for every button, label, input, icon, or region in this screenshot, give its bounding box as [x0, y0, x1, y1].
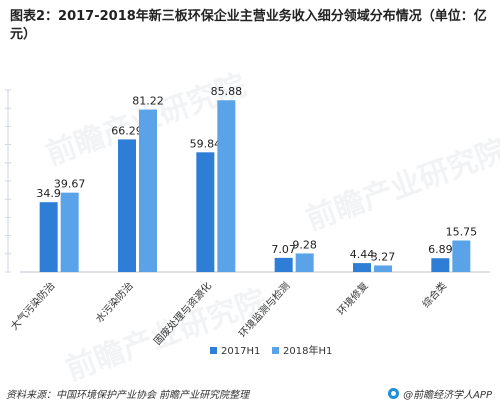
bar-2018年H1-1 [139, 109, 157, 272]
bar-2017H1-0 [39, 202, 58, 272]
bar-2018年H1-5 [452, 240, 471, 272]
data-label: 34.9 [36, 187, 61, 200]
data-label: 81.22 [132, 95, 164, 108]
legend-label: 2017H1 [221, 346, 260, 357]
category-label: 大气污染防治 [8, 279, 58, 332]
bar-2017H1-5 [431, 258, 450, 272]
category-label: 水污染防治 [93, 279, 136, 325]
data-label: 15.75 [446, 226, 478, 239]
qianzhan-logo-icon [388, 388, 400, 399]
footer: 资料来源：中国环境保护产业协会 前瞻产业研究院整理 @前瞻经济学人APP [6, 386, 494, 402]
data-label: 6.89 [428, 243, 453, 256]
category-label: 固废处理与资源化 [151, 279, 214, 347]
category-label: 环境监测与检测 [236, 279, 293, 340]
data-label: 39.67 [54, 178, 86, 191]
data-label: 3.27 [371, 250, 396, 263]
brand-text: @前瞻经济学人APP [403, 390, 492, 401]
bar-2017H1-2 [196, 152, 215, 272]
chart-title: 图表2：2017-2018年新三板环保企业主营业务收入细分领域分布情况（单位：亿… [10, 9, 487, 42]
bar-2017H1-4 [353, 263, 371, 272]
data-label: 85.88 [211, 85, 243, 98]
category-label: 环境修复 [334, 279, 370, 317]
data-label: 7.07 [271, 243, 296, 256]
bar-chart: 34.939.67 大气污染防治 66.29 81.22 水污染防治 59.84 85.88… [5, 85, 490, 357]
legend-label: 2018年H1 [283, 344, 332, 357]
bar-2018年H1-4 [374, 265, 392, 272]
bar-2017H1-3 [274, 257, 293, 272]
bar-2018年H1-3 [295, 253, 314, 272]
bar-2017H1-1 [118, 139, 136, 272]
data-label: 9.28 [292, 238, 317, 251]
data-label: 59.84 [190, 137, 222, 150]
brand-credit: @前瞻经济学人APP [388, 386, 492, 401]
data-label: 4.44 [350, 248, 375, 261]
source-note: 资料来源：中国环境保护产业协会 前瞻产业研究院整理 [6, 390, 250, 401]
legend-swatch [210, 347, 217, 354]
legend-swatch [272, 347, 279, 354]
bar-2018年H1-0 [60, 192, 79, 272]
bar-2018年H1-2 [217, 100, 236, 273]
category-label: 综合类 [419, 279, 449, 310]
data-label: 66.29 [111, 124, 143, 137]
